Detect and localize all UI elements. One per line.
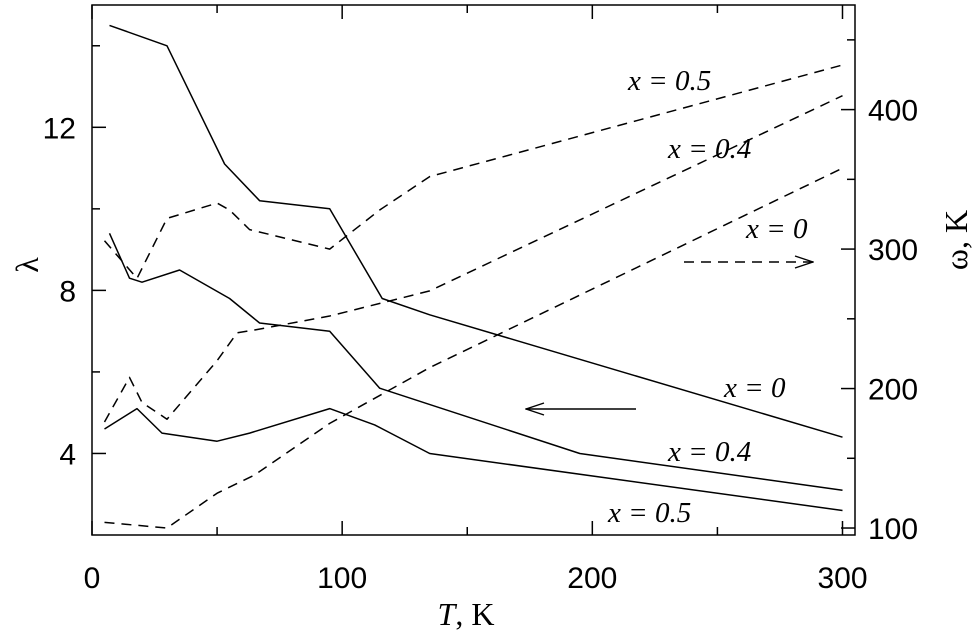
tick-labels: 0 100 200 300 4 8 12 100 200 300 400	[43, 95, 918, 595]
y-right-tick-label: 400	[868, 95, 918, 128]
y-left-tick-label: 12	[43, 112, 76, 145]
plot-frame	[91, 4, 856, 536]
y-right-tick-label: 100	[868, 513, 918, 546]
axis-ticks	[91, 5, 855, 535]
y-left-tick-label: 4	[59, 438, 76, 471]
x-tick-label: 200	[567, 562, 617, 595]
series-annotation: x = 0.4	[667, 133, 751, 165]
series-annotation: x = 0.4	[667, 436, 751, 468]
x-tick-label: 0	[84, 562, 101, 595]
y-right-tick-label: 300	[868, 234, 918, 267]
lambda-series-x0-5	[109, 24, 843, 438]
right-axis-title: ω, K	[938, 210, 974, 270]
annotations-layer: x = 0.5 x = 0.4 x = 0 x = 0 x = 0.4 x = 0.5	[607, 65, 808, 529]
left-axis-title: λ	[9, 257, 45, 273]
omega-series-x0-4	[103, 95, 843, 423]
y-right-tick-label: 200	[868, 374, 918, 407]
y-left-tick-label: 8	[59, 275, 76, 308]
series-annotation: x = 0.5	[627, 65, 711, 97]
series-layer	[103, 24, 843, 529]
series-annotation: x = 0.5	[607, 497, 691, 529]
series-annotation: x = 0	[723, 372, 786, 404]
arrows-layer	[526, 262, 813, 409]
x-tick-label: 100	[317, 562, 367, 595]
x-tick-label: 300	[817, 562, 867, 595]
lambda-series-x0-4	[104, 407, 843, 512]
x-axis-title: T, K	[438, 596, 495, 632]
series-annotation: x = 0	[745, 213, 808, 245]
omega-series-x0-5	[103, 64, 843, 280]
lambda-series-x0	[108, 232, 843, 491]
